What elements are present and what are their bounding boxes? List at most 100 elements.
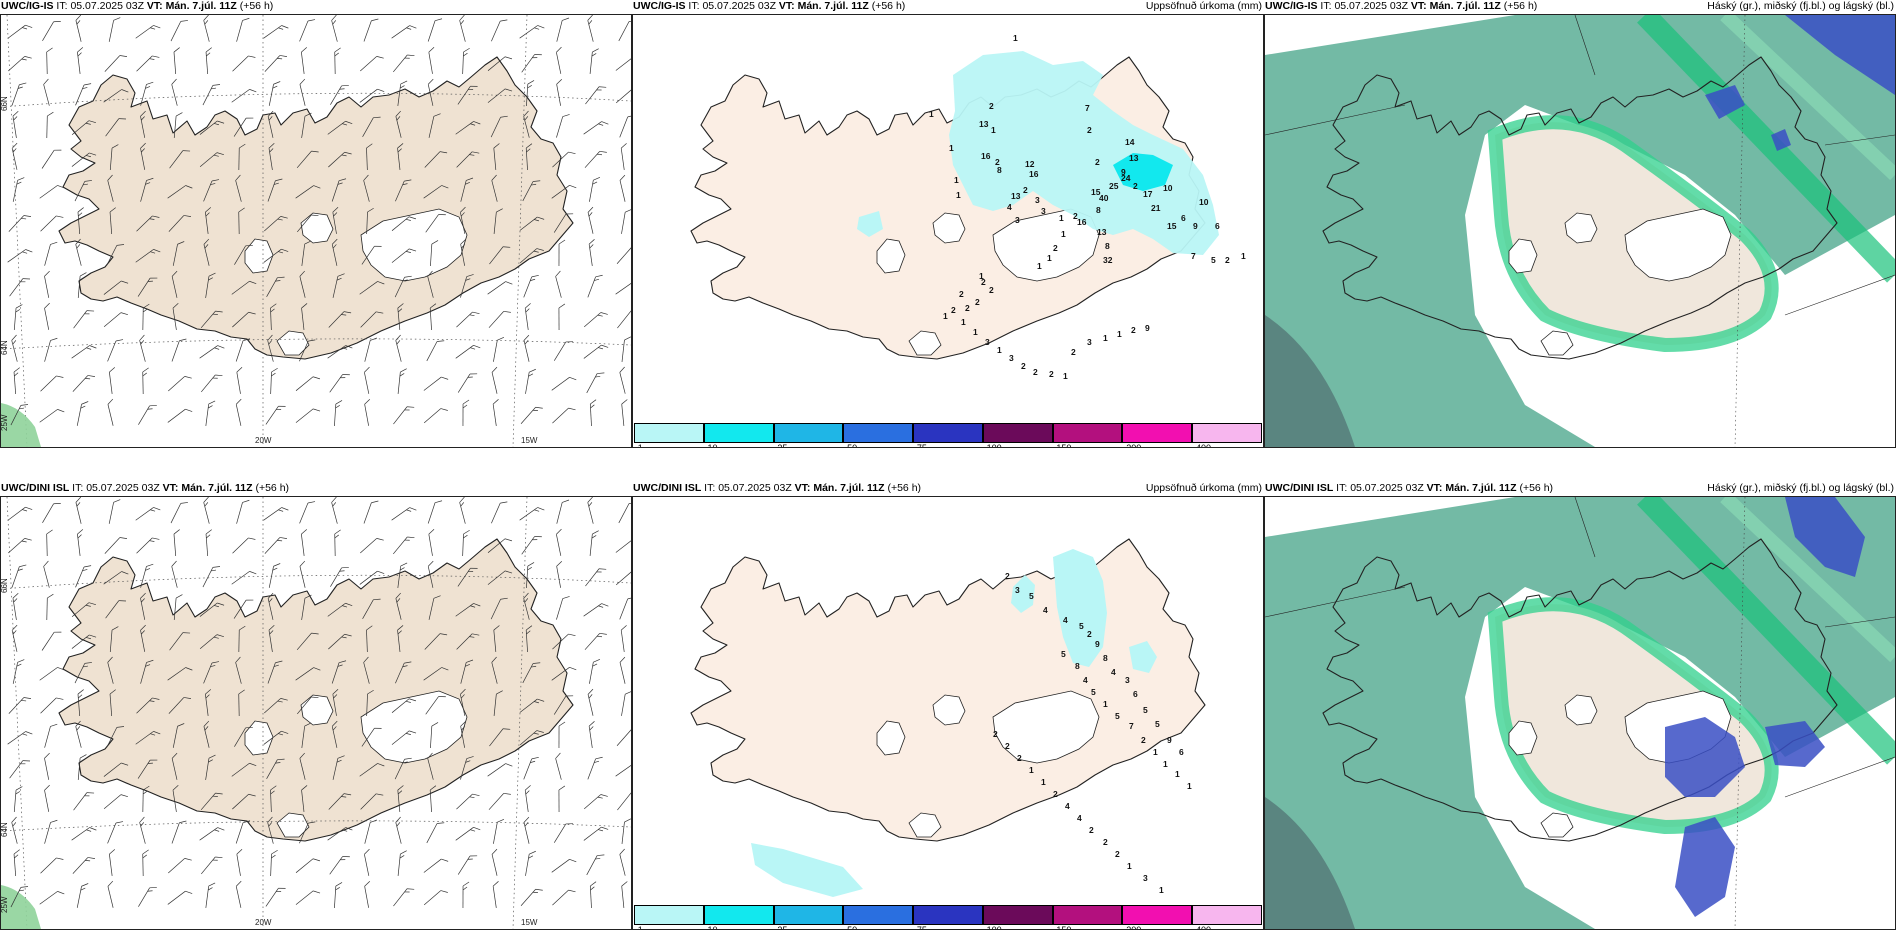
wind-barb	[232, 537, 256, 554]
wind-barb	[41, 631, 62, 651]
wind-barb	[139, 816, 146, 844]
wind-barb	[140, 81, 154, 106]
precip-value-label: 17	[1143, 189, 1153, 199]
precip-value-label: 3	[1009, 353, 1014, 363]
wind-barb	[75, 238, 82, 266]
wind-barb	[327, 120, 353, 135]
cloud-edge-band	[1637, 15, 1895, 283]
wind-barb	[589, 659, 601, 684]
wind-barb	[363, 18, 379, 42]
wind-barb	[621, 690, 631, 716]
lon-label: 15W	[521, 436, 538, 445]
wind-barb	[238, 689, 245, 717]
wind-barb	[43, 78, 50, 106]
wind-barb	[267, 592, 274, 620]
iceland-coastline	[1322, 56, 1838, 360]
precip-value-label: 5	[1155, 719, 1160, 729]
wind-barb	[364, 337, 378, 362]
wind-barb	[235, 338, 251, 362]
wind-barb	[44, 819, 58, 844]
precip-area	[751, 843, 863, 897]
wind-barb-map: 66N 64N 25W 20W 15W	[1, 15, 631, 447]
wind-barb	[583, 121, 609, 135]
lon-label: 20W	[255, 436, 272, 445]
wind-barb	[430, 722, 439, 749]
wind-barb	[462, 529, 470, 557]
wind-barb	[233, 117, 254, 137]
precip-value-label: 4	[1043, 605, 1048, 615]
wind-barb	[328, 633, 352, 650]
wind-barb	[203, 720, 210, 748]
wind-barb	[77, 47, 84, 74]
wind-barb	[235, 880, 242, 908]
colorbar-swatch	[703, 423, 774, 443]
colorbar-swatch	[843, 423, 914, 443]
wind-barb	[203, 661, 220, 684]
wind-barb	[493, 337, 505, 362]
wind-barb	[71, 602, 96, 618]
precip-value-label: 5	[1079, 621, 1084, 631]
wind-barb	[105, 118, 127, 137]
colorbar-swatch	[634, 423, 704, 443]
glacier-outline	[276, 330, 310, 356]
wind-barb	[488, 792, 511, 810]
lat-label: 66N	[1, 578, 9, 593]
glacier-outline	[1564, 212, 1598, 244]
precip-value-label: 8	[1103, 653, 1108, 663]
wind-barb	[107, 656, 114, 684]
wind-barb	[583, 826, 609, 841]
wind-barb	[301, 594, 312, 620]
wind-barb	[427, 78, 434, 106]
wind-barb	[455, 345, 481, 359]
wind-barb	[615, 538, 631, 553]
wind-barb	[171, 752, 178, 780]
wind-barb	[428, 46, 435, 74]
wind-barb	[425, 214, 446, 233]
wind-barb	[586, 372, 605, 394]
wind-barb	[428, 113, 441, 138]
wind-barb	[332, 688, 339, 716]
wind-barb	[103, 312, 128, 328]
wind-barb	[331, 15, 338, 42]
wind-barb	[393, 536, 415, 555]
glacier-outline	[908, 330, 942, 356]
precip-value-label: 21	[1151, 203, 1161, 213]
wind-barb	[173, 112, 183, 138]
wind-barb	[558, 785, 566, 813]
wind-barb	[106, 244, 125, 266]
precip-value-label: 1	[961, 317, 966, 327]
wind-barb	[334, 529, 341, 557]
wind-barb	[618, 20, 631, 42]
wind-barb	[328, 311, 352, 328]
wind-barb	[12, 659, 25, 684]
panel-header: UWC/DINI ISL IT: 05.07.2025 03Z VT: Mán.…	[1, 482, 290, 494]
cloud-panel-top: UWC/IG-IS IT: 05.07.2025 03Z VT: Mán. 7.…	[1264, 0, 1896, 448]
wind-barb	[270, 785, 277, 813]
wind-barb	[491, 19, 508, 42]
wind-barb	[487, 538, 513, 553]
precip-value-label: 2	[989, 285, 994, 295]
colorbar-swatch	[773, 905, 844, 925]
precip-value-label: 1	[1127, 861, 1132, 871]
precip-value-label: 4	[1063, 615, 1068, 625]
iceland-coastline	[1322, 538, 1838, 842]
wind-barb	[491, 848, 498, 876]
wind-barb	[589, 399, 597, 427]
wind-barb	[107, 339, 124, 362]
border-line	[1574, 15, 1596, 76]
colorbar-swatch	[1192, 423, 1262, 443]
wind-barb	[268, 81, 281, 106]
wind-barb	[615, 88, 631, 104]
precip-value-label: 2	[959, 289, 964, 299]
colorbar-tick-label: 25	[777, 925, 788, 930]
wind-barb	[232, 55, 256, 72]
wind-barb	[46, 111, 54, 139]
wind-barb	[617, 310, 631, 329]
wind-barb	[140, 659, 154, 684]
precip-value-label: 8	[1075, 661, 1080, 671]
wind-barb	[39, 409, 65, 423]
precip-value-label: 10	[1163, 183, 1173, 193]
precip-value-label: 7	[1085, 103, 1090, 113]
wind-barb	[366, 625, 373, 653]
wind-barb	[360, 311, 384, 328]
